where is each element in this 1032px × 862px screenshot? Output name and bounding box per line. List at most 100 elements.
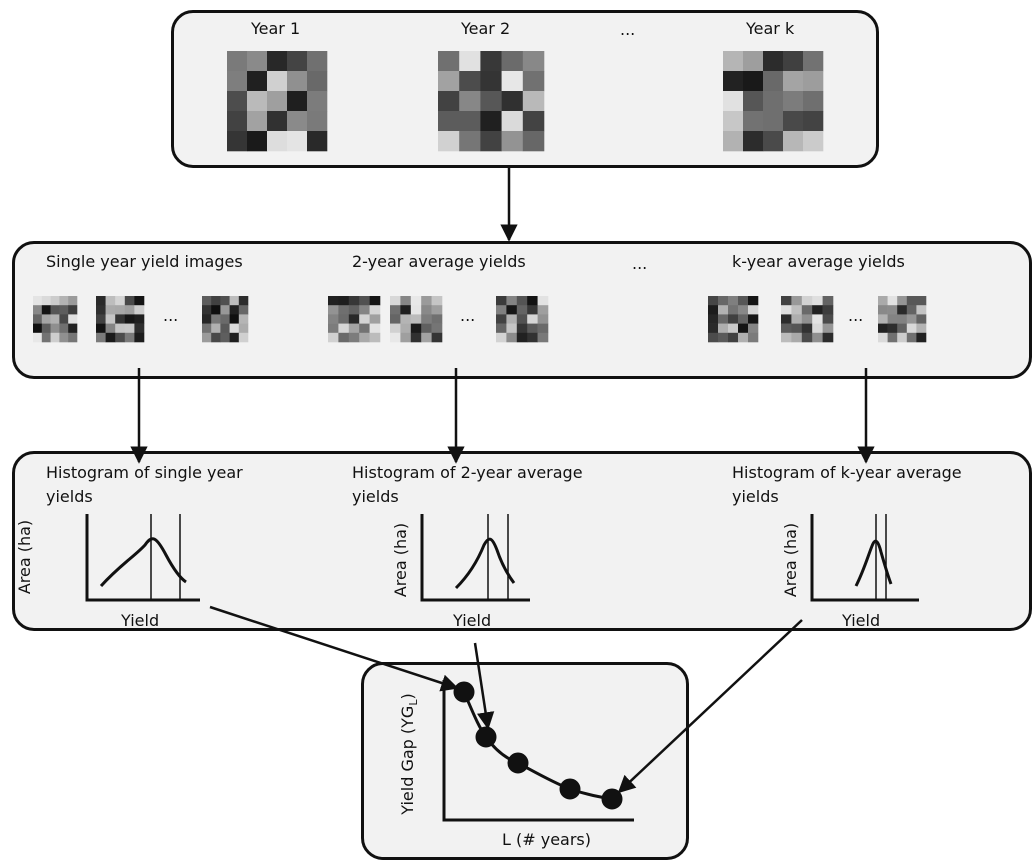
pixel-cell: [718, 332, 729, 343]
pixel-cell: [68, 332, 78, 343]
pixel-cell: [390, 323, 401, 334]
pixel-cell: [708, 296, 719, 306]
pixel-cell: [723, 91, 744, 112]
year-1-image: [227, 51, 328, 152]
single-year-image-2: [96, 296, 145, 343]
pixel-cell: [41, 305, 51, 315]
pixel-cell: [400, 296, 412, 306]
pixel-cell: [708, 323, 719, 334]
pixel-cell: [496, 314, 507, 324]
pixel-cell: [812, 305, 823, 315]
pixel-cell: [369, 296, 381, 306]
pixel-cell: [527, 305, 538, 315]
pixel-cell: [791, 332, 803, 343]
pixel-cell: [723, 51, 744, 72]
pixel-cell: [359, 323, 370, 334]
single-year-images-label: Single year yield images: [46, 252, 243, 271]
pixel-cell: [229, 305, 240, 315]
pixel-cell: [887, 332, 898, 343]
pixel-cell: [33, 332, 43, 343]
pixel-cell: [887, 323, 898, 334]
pixel-cell: [738, 323, 749, 334]
pixel-cell: [431, 314, 443, 324]
pixel-cell: [743, 51, 764, 72]
pixel-cell: [438, 111, 460, 132]
pixel-cell: [247, 91, 268, 112]
pixel-cell: [763, 131, 784, 152]
pixel-cell: [202, 314, 212, 324]
pixel-cell: [59, 332, 69, 343]
pixel-cell: [501, 51, 524, 72]
images-ellipsis-1: ...: [163, 306, 179, 325]
pixel-cell: [783, 91, 804, 112]
histogram-2-title-line1: Histogram of 2-year average: [352, 463, 583, 482]
pixel-cell: [916, 323, 927, 334]
pixel-cell: [96, 305, 106, 315]
pixel-cell: [516, 332, 528, 343]
pixel-cell: [50, 296, 60, 306]
pixel-cell: [906, 314, 917, 324]
pixel-cell: [728, 323, 739, 334]
pixel-cell: [307, 71, 328, 92]
pixel-cell: [506, 305, 518, 315]
pixel-cell: [348, 314, 360, 324]
histogram-1-curve: [99, 537, 187, 588]
pixel-cell: [41, 296, 51, 306]
pixel-cell: [801, 296, 813, 306]
year-ellipsis: ...: [620, 20, 636, 39]
pixel-cell: [307, 91, 328, 112]
pixel-cell: [421, 323, 432, 334]
histogram-3-plot: [810, 514, 919, 602]
pixel-cell: [105, 332, 116, 343]
histogram-3-xlabel: Yield: [842, 611, 881, 630]
pixel-cell: [134, 305, 145, 315]
pixel-cell: [743, 131, 764, 152]
pixel-cell: [410, 323, 422, 334]
pixel-cell: [390, 332, 401, 343]
pixel-cell: [501, 91, 524, 112]
pixel-cell: [527, 332, 538, 343]
pixel-cell: [96, 296, 106, 306]
pixel-cell: [916, 296, 927, 306]
pixel-cell: [400, 314, 412, 324]
pixel-cell: [527, 296, 538, 306]
pixel-cell: [247, 51, 268, 72]
pixel-cell: [897, 305, 908, 315]
pixel-cell: [307, 131, 328, 152]
pixel-cell: [738, 332, 749, 343]
pixel-cell: [887, 305, 898, 315]
pixel-cell: [96, 323, 106, 334]
pixel-cell: [791, 314, 803, 324]
pixel-cell: [348, 305, 360, 315]
pixel-cell: [59, 314, 69, 324]
pixel-cell: [50, 314, 60, 324]
pixel-cell: [211, 305, 221, 315]
pixel-cell: [33, 323, 43, 334]
pixel-cell: [287, 51, 308, 72]
two-year-image-3: [496, 296, 549, 343]
pixel-cell: [743, 71, 764, 92]
pixel-cell: [812, 332, 823, 343]
pixel-cell: [287, 91, 308, 112]
pixel-cell: [718, 314, 729, 324]
pixel-cell: [247, 131, 268, 152]
pixel-cell: [134, 314, 145, 324]
pixel-cell: [431, 332, 443, 343]
pixel-cell: [68, 314, 78, 324]
pixel-cell: [307, 111, 328, 132]
pixel-cell: [227, 111, 248, 132]
two-year-average-label: 2-year average yields: [352, 252, 526, 271]
pixel-cell: [400, 305, 412, 315]
pixel-cell: [229, 314, 240, 324]
pixel-cell: [791, 296, 803, 306]
pixel-cell: [748, 296, 759, 306]
pixel-cell: [708, 332, 719, 343]
pixel-cell: [916, 314, 927, 324]
pixel-cell: [238, 332, 249, 343]
yield-gap-point-4: [559, 778, 581, 800]
arrow-hist1-to-gap: [209, 605, 459, 692]
pixel-cell: [887, 314, 898, 324]
histogram-1-xlabel: Yield: [121, 611, 160, 630]
pixel-cell: [328, 314, 339, 324]
